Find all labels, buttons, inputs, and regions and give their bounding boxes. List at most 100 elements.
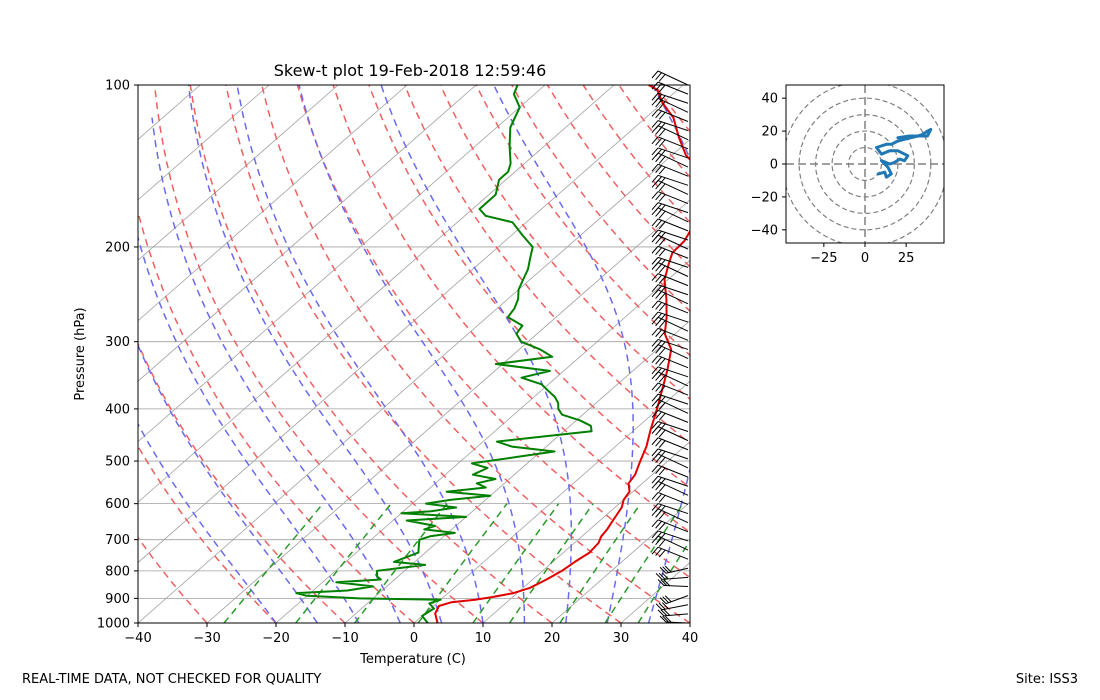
dry-adiabat xyxy=(618,85,690,179)
wind-barb xyxy=(651,163,689,177)
wind-barb xyxy=(651,245,689,259)
moist-adiabat xyxy=(138,235,360,623)
wind-barb xyxy=(651,535,689,551)
wind-barb xyxy=(651,70,689,86)
moist-adiabat xyxy=(236,85,484,623)
skewt-axes: −40 −30 −20 −10 0 10 20 30 40 100 200 300 400 500 600 7… xyxy=(97,79,698,647)
isotherm-line xyxy=(138,85,546,443)
mixing-ratio-line xyxy=(508,503,594,623)
hodograph-grid xyxy=(786,85,944,243)
wind-barb xyxy=(651,284,689,296)
moist-adiabat xyxy=(689,620,690,623)
sounding-profiles xyxy=(295,85,690,623)
isotherm-line xyxy=(138,85,270,201)
x-tick-label: 30 xyxy=(613,631,630,646)
wind-barb xyxy=(651,382,689,396)
mixing-ratio-line xyxy=(559,503,642,623)
dry-adiabat xyxy=(261,85,690,623)
wind-barb xyxy=(651,508,689,524)
dry-adiabat xyxy=(653,85,690,133)
wind-barb xyxy=(651,448,689,460)
skewt-plot-frame xyxy=(137,84,691,624)
wind-barb xyxy=(651,109,689,122)
hodo-y-tick-label: 40 xyxy=(761,92,778,107)
isotherm-line xyxy=(138,138,690,623)
wind-barb xyxy=(651,426,689,442)
wind-barb xyxy=(651,519,689,533)
x-tick-label: 40 xyxy=(682,631,699,646)
wind-barb xyxy=(651,262,689,277)
dry-adiabat xyxy=(439,85,690,401)
wind-barb xyxy=(651,344,689,360)
mixing-ratio-line xyxy=(354,503,448,623)
wind-barb xyxy=(651,491,689,505)
dry-adiabat xyxy=(189,85,553,623)
wind-barb xyxy=(651,366,689,378)
chart-title: Skew-t plot 19-Feb-2018 12:59:46 xyxy=(274,61,547,80)
x-axis-label: Temperature (C) xyxy=(359,652,466,667)
wind-barb xyxy=(659,615,689,624)
dry-adiabat xyxy=(138,208,415,623)
hodo-y-tick-label: 0 xyxy=(770,158,778,173)
wind-barb xyxy=(659,565,689,574)
x-tick-label: −40 xyxy=(124,631,151,646)
wind-barb xyxy=(651,179,689,195)
wind-barb xyxy=(651,371,689,387)
y-tick-label: 200 xyxy=(105,240,130,255)
wind-barb xyxy=(651,480,689,496)
wind-barb xyxy=(651,355,689,369)
dry-adiabat xyxy=(138,536,208,623)
hodo-x-tick-label: 0 xyxy=(861,251,869,266)
x-tick-label: 10 xyxy=(475,631,492,646)
mixing-ratio-line xyxy=(472,503,560,623)
y-tick-label: 1000 xyxy=(97,617,130,632)
wind-barb xyxy=(655,602,689,611)
wind-barb xyxy=(651,202,689,214)
x-tick-label: 0 xyxy=(410,631,418,646)
dry-adiabat xyxy=(138,341,346,623)
mixing-ratio-line xyxy=(604,503,684,623)
mixing-ratio-line xyxy=(637,539,690,623)
isotherm-line xyxy=(138,85,615,503)
wind-barb xyxy=(659,595,689,605)
wind-barb xyxy=(651,398,689,414)
moist-adiabat xyxy=(647,85,690,623)
dry-adiabat xyxy=(726,85,1100,623)
wind-barb xyxy=(651,453,689,469)
x-tick-label: 20 xyxy=(544,631,561,646)
y-tick-label: 400 xyxy=(105,402,130,417)
dry-adiabat xyxy=(138,444,277,623)
wind-barb xyxy=(651,273,689,287)
x-tick-label: −20 xyxy=(262,631,289,646)
y-tick-label: 600 xyxy=(105,497,130,512)
wind-barb xyxy=(651,191,689,205)
wind-barb xyxy=(651,289,689,305)
wind-barb xyxy=(651,152,689,168)
isotherm-line xyxy=(138,85,339,261)
hodograph-line xyxy=(875,127,933,179)
moist-adiabat xyxy=(493,85,634,623)
isotherm-line xyxy=(138,85,477,382)
wind-barb xyxy=(651,327,689,341)
site-label: Site: ISS3 xyxy=(1015,672,1078,687)
wind-barb xyxy=(651,234,689,250)
wind-barb xyxy=(651,81,689,95)
wind-barb xyxy=(657,609,689,617)
hodo-y-tick-label: 20 xyxy=(761,125,778,140)
moist-adiabat xyxy=(151,117,401,623)
y-tick-label: 100 xyxy=(105,79,130,94)
isotherm-line xyxy=(413,380,690,623)
mixing-ratio-line xyxy=(223,503,324,623)
y-axis-label: Pressure (hPa) xyxy=(73,307,88,400)
wind-barb xyxy=(651,464,689,478)
dewpoint-profile xyxy=(295,85,593,623)
isotherm-line xyxy=(620,562,690,623)
dry-adiabat xyxy=(368,85,690,489)
hodo-x-tick-label: 25 xyxy=(898,251,915,266)
wind-barb xyxy=(651,136,689,150)
isotherm-line xyxy=(275,259,690,623)
wind-barb xyxy=(651,546,689,560)
wind-barb xyxy=(651,437,689,451)
hodograph-trace xyxy=(875,127,933,179)
moist-adiabat xyxy=(138,343,319,623)
